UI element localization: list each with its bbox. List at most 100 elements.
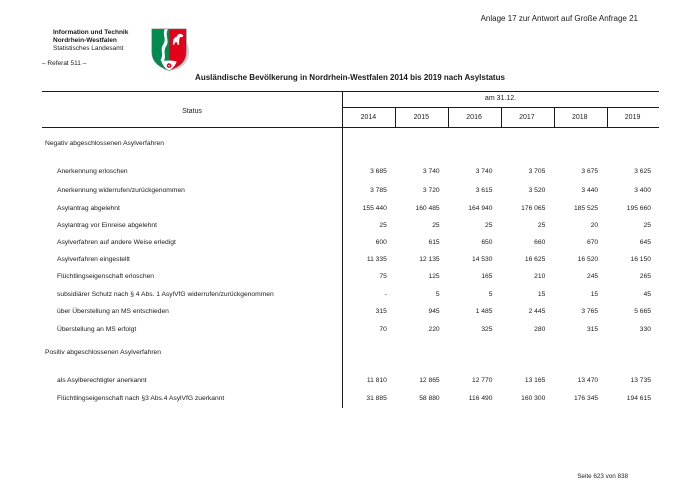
value-cell: 25	[379, 222, 387, 229]
table-row: Asylantrag vor Einreise abgelehnt 25 25 …	[42, 221, 659, 231]
value-cell: 164 940	[468, 205, 493, 212]
row-label: Anerkennung erloschen	[57, 168, 128, 175]
value-cell: 45	[643, 291, 651, 298]
value-cell: 12 135	[419, 256, 440, 263]
value-cell: 3 720	[422, 187, 440, 194]
table-row: Flüchtlingseigenschaft erloschen 75 125 …	[42, 272, 659, 282]
value-cell: 315	[375, 308, 387, 315]
value-cell: 160 300	[521, 395, 546, 402]
value-cell: 670	[586, 239, 599, 246]
row-label: als Asylberechtigter anerkannt	[57, 377, 147, 384]
value-cell: 3 625	[634, 168, 651, 175]
table-row: Asylantrag abgelehnt 155 440 160 485 164…	[42, 204, 659, 214]
value-cell: 176 345	[573, 395, 599, 402]
row-label: subsidiärer Schutz nach § 4 Abs. 1 AsylV…	[57, 291, 274, 298]
table-row: subsidiärer Schutz nach § 4 Abs. 1 AsylV…	[42, 290, 659, 300]
value-cell: 176 065	[521, 205, 546, 212]
agency-block: Information und Technik Nordrhein-Westfa…	[53, 29, 128, 52]
table-row: Anerkennung widerrufen/zurückgenommen 3 …	[42, 186, 659, 196]
nrw-coat-of-arms-icon	[149, 28, 191, 77]
table-border-top	[42, 91, 659, 92]
year-divider-5	[607, 107, 608, 127]
row-label: Flüchtlingseigenschaft erloschen	[57, 273, 155, 280]
year-divider-3	[501, 107, 502, 127]
value-cell: 125	[428, 273, 440, 280]
value-cell: 16 150	[630, 256, 651, 263]
table-row: Asylverfahren auf andere Weise erledigt …	[42, 238, 659, 248]
row-label: Asylantrag abgelehnt	[57, 205, 120, 212]
table-row: Flüchtlingseigenschaft nach §3 Abs.4 Asy…	[42, 394, 659, 404]
value-cell: 195 660	[626, 205, 651, 212]
value-cell: 5	[435, 291, 440, 298]
value-cell: 615	[428, 239, 440, 246]
year-divider-1	[395, 107, 396, 127]
section-label: Negativ abgeschlossenen Asylverfahren	[45, 140, 164, 147]
value-cell: 31 885	[366, 395, 387, 402]
value-cell: 3 675	[581, 168, 599, 175]
section-label: Positiv abgeschlossenen Asylverfahren	[45, 349, 161, 356]
year-header: 2016	[466, 114, 482, 121]
value-cell: 160 485	[415, 205, 440, 212]
value-cell: 330	[639, 326, 651, 333]
value-cell: 185 525	[573, 205, 599, 212]
value-cell: 13 735	[630, 377, 651, 384]
value-cell: 265	[639, 273, 651, 280]
value-cell: 15	[537, 291, 546, 298]
value-cell: 1 485	[475, 308, 493, 315]
agency-line1: Information und Technik	[53, 29, 129, 36]
table-divider-vertical	[342, 91, 343, 408]
date-header: am 31.12.	[484, 95, 517, 102]
value-cell: 325	[481, 326, 493, 333]
table-section-row: Negativ abgeschlossenen Asylverfahren	[42, 139, 659, 149]
table-row: Überstellung an MS erfolgt 70 220 325 28…	[42, 325, 659, 335]
value-cell: 5 665	[634, 308, 651, 315]
value-cell: 16 520	[577, 256, 599, 263]
value-cell: 13 165	[524, 377, 546, 384]
value-cell: 3 785	[370, 187, 387, 194]
agency-line3: Statistisches Landesamt	[53, 44, 124, 52]
value-cell: 3 740	[422, 168, 440, 175]
referat-label: – Referat 511 –	[42, 60, 87, 67]
table-row: Anerkennung erloschen 3 685 3 740 3 740 …	[42, 167, 659, 177]
value-cell: 3 705	[528, 168, 546, 175]
value-cell: 660	[534, 239, 546, 246]
agency-line2: Nordrhein-Westfalen	[53, 36, 117, 44]
value-cell: 11 810	[366, 377, 387, 384]
page-number: Seite 623 von 838	[577, 473, 628, 480]
year-header: 2019	[624, 114, 641, 121]
row-label: über Überstellung an MS entschieden	[57, 308, 169, 315]
page-title: Ausländische Bevölkerung in Nordrhein-We…	[195, 73, 505, 82]
value-cell: 16 625	[524, 256, 546, 263]
year-header: 2017	[519, 114, 535, 121]
year-header: 2015	[413, 114, 430, 121]
value-cell: 116 490	[468, 395, 493, 402]
year-divider-2	[448, 107, 449, 127]
row-label: Anerkennung widerrufen/zurückgenommen	[57, 187, 185, 194]
year-divider-4	[554, 107, 555, 127]
table-row: über Überstellung an MS entschieden 315 …	[42, 307, 659, 317]
value-cell: 155 440	[362, 205, 387, 212]
value-cell: 15	[590, 291, 599, 298]
value-cell: 210	[534, 273, 546, 280]
row-label: Asylantrag vor Einreise abgelehnt	[57, 222, 157, 229]
value-cell: 220	[428, 326, 440, 333]
value-cell: 3 685	[370, 168, 387, 175]
value-cell: 3 615	[475, 187, 493, 194]
year-header-row: 2014 2015 2016 2017 2018 2019	[342, 113, 659, 123]
row-label: Asylverfahren eingestellt	[57, 256, 130, 263]
value-cell: 165	[481, 273, 493, 280]
value-cell: 945	[428, 308, 440, 315]
value-cell: 11 335	[366, 256, 387, 263]
value-cell: 2 445	[528, 308, 546, 315]
value-cell: 25	[432, 222, 440, 229]
value-cell: -	[384, 291, 387, 298]
annex-reference: Anlage 17 zur Antwort auf Große Anfrage …	[480, 14, 638, 23]
year-header: 2018	[571, 114, 588, 121]
value-cell: 3 740	[475, 168, 493, 175]
value-cell: 3 520	[528, 187, 546, 194]
value-cell: 600	[375, 239, 387, 246]
value-cell: 12 770	[472, 377, 493, 384]
year-header: 2014	[360, 114, 377, 121]
value-cell: 3 765	[581, 308, 599, 315]
